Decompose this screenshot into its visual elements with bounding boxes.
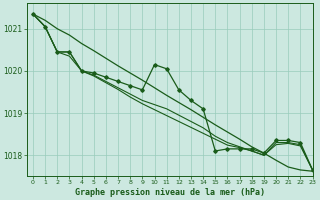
X-axis label: Graphe pression niveau de la mer (hPa): Graphe pression niveau de la mer (hPa) xyxy=(75,188,265,197)
